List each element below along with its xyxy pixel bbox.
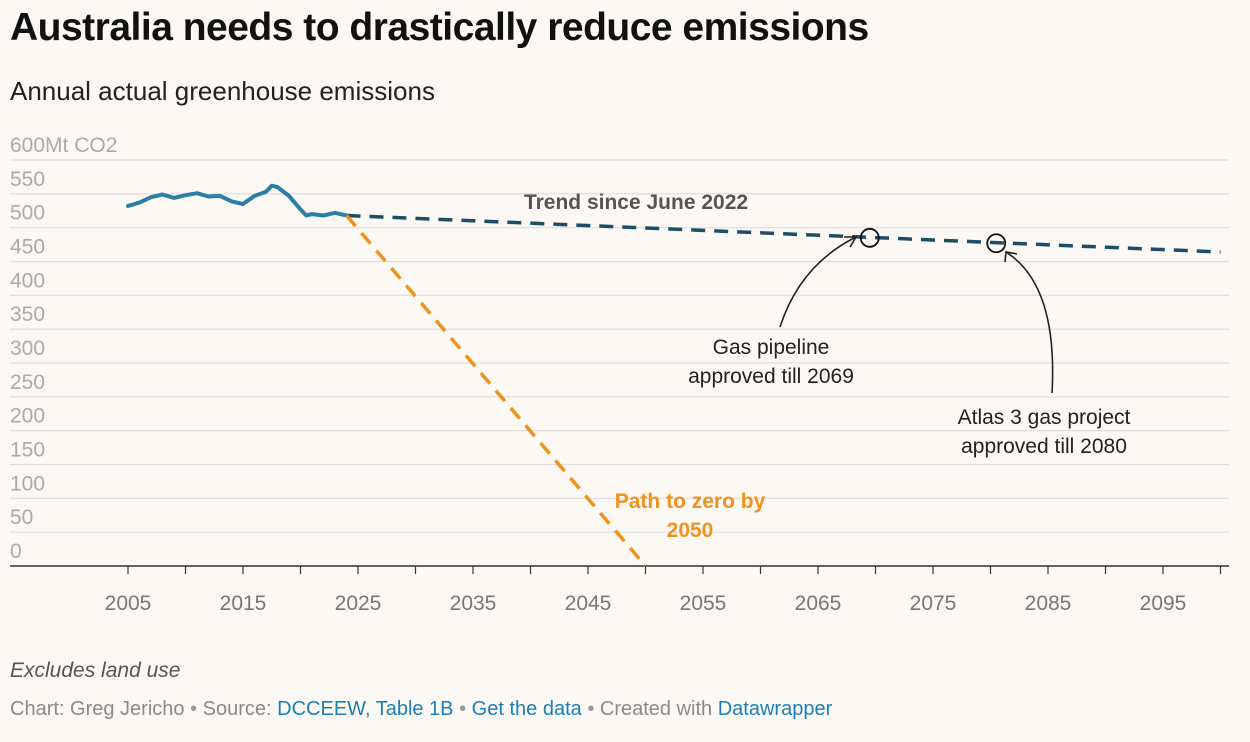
x-tick-label: 2045 xyxy=(565,592,612,615)
y-tick-label: 200 xyxy=(10,405,45,428)
y-tick-label: 400 xyxy=(10,269,45,292)
footer-separator: • xyxy=(190,698,198,720)
pipeline-label-line2: approved till 2069 xyxy=(688,365,854,388)
atlas-marker xyxy=(986,233,1007,254)
pipeline-arrow xyxy=(779,236,857,328)
atlas-arrow xyxy=(1005,251,1054,394)
atlas-label-line2: approved till 2080 xyxy=(961,435,1127,458)
emissions-chart: 0 50 100 150 200 250 300 350 400 450 500 550 600Mt C… xyxy=(10,134,1229,615)
path-label-line1: Path to zero by xyxy=(615,490,766,513)
chart-subtitle: Annual actual greenhouse emissions xyxy=(10,76,435,106)
get-data-link[interactable]: Get the data xyxy=(471,698,582,720)
y-tick-label: 100 xyxy=(10,472,45,495)
y-tick-label: 500 xyxy=(10,202,45,225)
chart-title: Australia needs to drastically reduce em… xyxy=(10,6,869,49)
x-tick-label: 2035 xyxy=(450,592,497,615)
x-tick-label: 2085 xyxy=(1025,592,1072,615)
y-tick-label: 350 xyxy=(10,303,45,326)
pipeline-marker xyxy=(859,227,880,248)
datawrapper-link[interactable]: Datawrapper xyxy=(717,698,833,720)
y-tick-label: 600Mt CO2 xyxy=(10,134,117,157)
y-tick-label: 0 xyxy=(10,540,22,563)
y-tick-label: 300 xyxy=(10,337,45,360)
x-tick-label: 2075 xyxy=(910,592,957,615)
y-tick-label: 450 xyxy=(10,236,45,259)
x-tick-label: 2015 xyxy=(220,592,267,615)
y-tick-label: 250 xyxy=(10,371,45,394)
x-tick-label: 2025 xyxy=(335,592,382,615)
pipeline-label-line1: Gas pipeline xyxy=(713,336,830,359)
pipeline-arrowhead xyxy=(844,236,858,248)
y-tick-label: 550 xyxy=(10,168,45,191)
chart-credit: Chart: Greg Jericho xyxy=(10,698,185,720)
source-label: Source: xyxy=(202,698,272,720)
atlas-label-line1: Atlas 3 gas project xyxy=(958,406,1131,429)
path-to-zero-line xyxy=(345,214,647,568)
source-link[interactable]: DCCEEW, Table 1B xyxy=(277,698,454,720)
footer-separator: • xyxy=(587,698,595,720)
y-tick-label: 50 xyxy=(10,506,33,529)
path-label-line2: 2050 xyxy=(667,519,714,542)
x-tick-label: 2065 xyxy=(795,592,842,615)
created-label: Created with xyxy=(599,698,713,720)
y-tick-label: 150 xyxy=(10,439,45,462)
x-tick-label: 2095 xyxy=(1140,592,1187,615)
actual-emissions-line xyxy=(126,183,349,218)
chart-footer: Chart: Greg Jericho • Source: DCCEEW, Ta… xyxy=(10,698,832,721)
chart-note: Excludes land use xyxy=(10,659,181,682)
footer-separator: • xyxy=(459,698,467,720)
trend-label: Trend since June 2022 xyxy=(524,191,748,214)
trend-line xyxy=(346,213,1221,254)
x-tick-label: 2055 xyxy=(680,592,727,615)
x-tick-label: 2005 xyxy=(105,592,152,615)
atlas-arrowhead xyxy=(1004,251,1018,263)
